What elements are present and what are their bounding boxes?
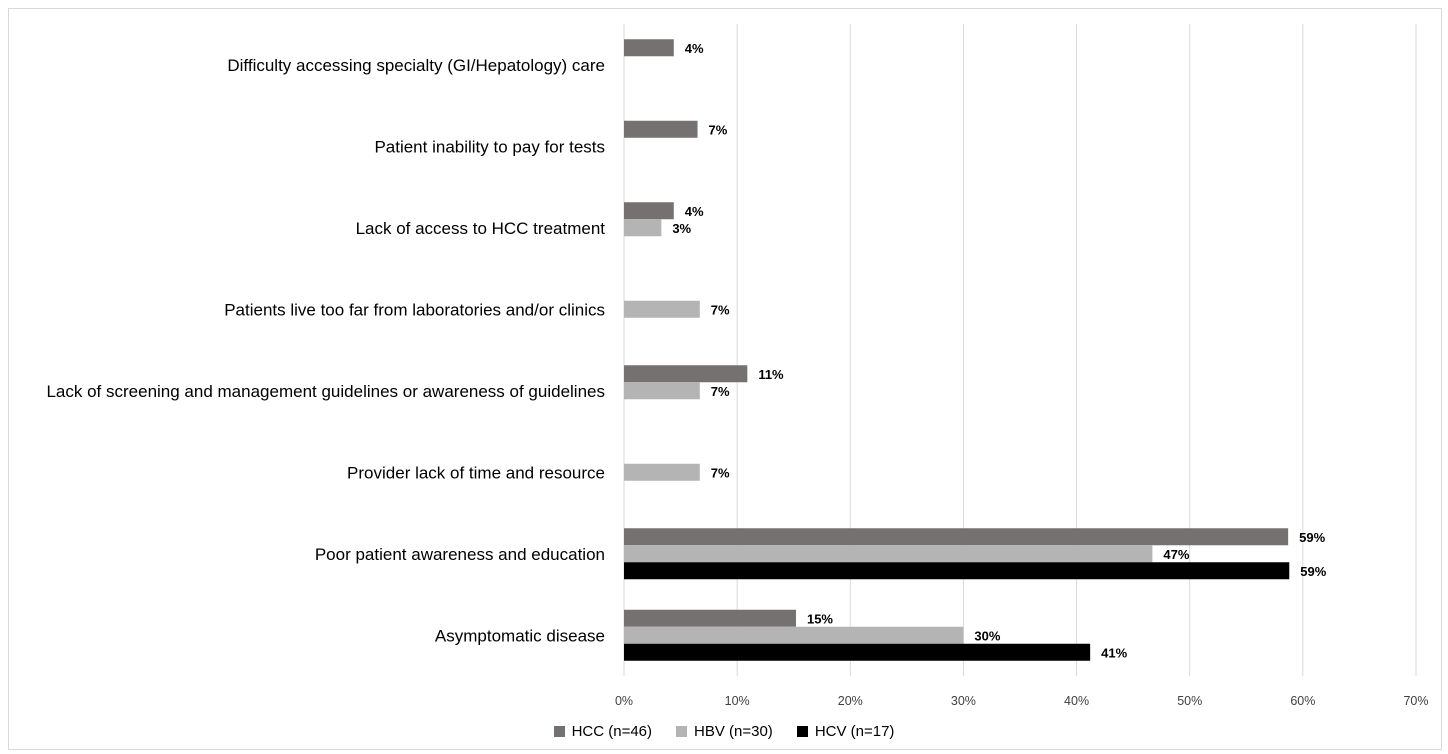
category-label: Lack of screening and management guideli…	[46, 382, 605, 401]
bar-hbv	[624, 463, 700, 481]
data-label: 41%	[1101, 645, 1127, 660]
legend-swatch	[553, 726, 565, 737]
category-label: Lack of access to HCC treatment	[356, 219, 606, 238]
legend-swatch	[676, 726, 688, 737]
data-label: 4%	[685, 204, 704, 219]
x-tick-label: 0%	[615, 694, 633, 708]
bar-hcc	[624, 202, 674, 220]
legend-swatch	[796, 726, 808, 737]
legend-label: HCV (n=17)	[814, 723, 895, 740]
legend-item: HCV (n=17)	[796, 723, 895, 740]
data-label: 47%	[1163, 547, 1189, 562]
x-tick-label: 10%	[725, 694, 750, 708]
bar-hbv	[624, 382, 700, 400]
data-label: 7%	[711, 384, 730, 399]
bar-hcc	[624, 365, 748, 383]
data-label: 3%	[672, 221, 691, 236]
legend-item: HCC (n=46)	[553, 723, 653, 740]
legend-label: HCC (n=46)	[571, 723, 653, 740]
x-tick-label: 20%	[838, 694, 863, 708]
x-tick-label: 30%	[951, 694, 976, 708]
x-tick-label: 60%	[1290, 694, 1315, 708]
category-label: Poor patient awareness and education	[315, 545, 605, 564]
bar-hcc	[624, 120, 698, 138]
bar-hcc	[624, 609, 796, 627]
data-label: 7%	[709, 122, 728, 137]
bar-hcc	[624, 39, 674, 57]
category-label: Asymptomatic disease	[435, 626, 605, 645]
x-tick-label: 70%	[1403, 694, 1428, 708]
x-axis-ticks: 0% 10% 20% 30% 40% 50% 60% 70%	[615, 694, 1429, 708]
x-tick-label: 50%	[1177, 694, 1202, 708]
category-label: Provider lack of time and resource	[347, 463, 605, 482]
data-labels: 4% 7% 4% 3% 7% 11% 7% 7% 59% 47% 59% 15% 30% 41%	[672, 41, 1326, 661]
data-label: 7%	[711, 465, 730, 480]
bar-hbv	[624, 626, 964, 644]
bar-hcv	[624, 643, 1091, 661]
x-tick-label: 40%	[1064, 694, 1089, 708]
bars	[624, 39, 1290, 661]
legend: HCC (n=46) HBV (n=30) HCV (n=17)	[0, 723, 1448, 740]
category-label: Difficulty accessing specialty (GI/Hepat…	[227, 56, 605, 75]
bar-hbv	[624, 300, 700, 318]
data-label: 7%	[711, 302, 730, 317]
bar-hbv	[624, 545, 1153, 563]
legend-label: HBV (n=30)	[694, 723, 773, 740]
category-label: Patient inability to pay for tests	[374, 137, 605, 156]
bar-hbv	[624, 219, 662, 237]
data-label: 30%	[974, 628, 1000, 643]
data-label: 59%	[1299, 530, 1325, 545]
category-labels: Difficulty accessing specialty (GI/Hepat…	[46, 56, 605, 646]
data-label: 11%	[758, 367, 784, 382]
data-label: 15%	[807, 611, 833, 626]
legend-item: HBV (n=30)	[676, 723, 773, 740]
bar-hcc	[624, 528, 1289, 546]
category-label: Patients live too far from laboratories …	[224, 300, 605, 319]
bar-hcv	[624, 562, 1290, 580]
chart-frame	[8, 8, 1442, 750]
data-label: 59%	[1300, 564, 1326, 579]
data-label: 4%	[685, 41, 704, 56]
